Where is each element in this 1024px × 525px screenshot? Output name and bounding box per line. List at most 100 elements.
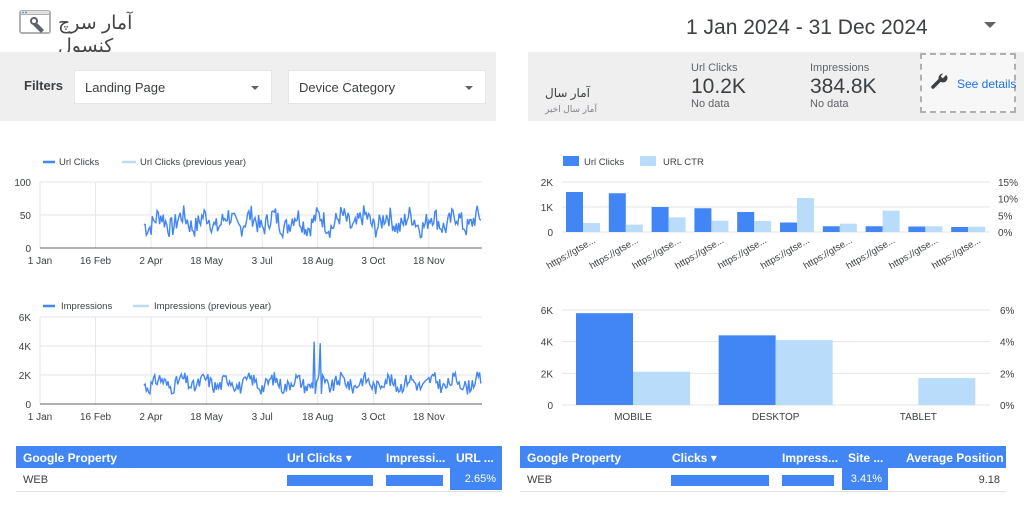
x-tick-label: 3 Oct — [361, 412, 385, 423]
impressions-metric-value: 384.8K — [810, 75, 877, 98]
chevron-down-icon[interactable] — [984, 22, 996, 28]
url-clicks-metric-value: 10.2K — [691, 75, 746, 98]
bar-url-clicks — [566, 192, 583, 232]
y-tick-label-right: 4% — [1000, 338, 1015, 349]
table-right-row: 3.41% 9.18 — [520, 468, 1006, 492]
scorecard-subtitle: آمار سال اخیر — [545, 104, 597, 114]
average-position-value: 9.18 — [978, 474, 1000, 486]
row-divider — [520, 491, 1006, 492]
bar-url-clicks — [780, 222, 797, 232]
col-impressions[interactable]: Impress... — [782, 451, 839, 465]
table-left-row-property: WEB — [23, 474, 49, 486]
impressions-series-line — [143, 341, 482, 396]
col-google-property[interactable]: Google Property — [23, 451, 118, 465]
date-range-picker[interactable]: 1 Jan 2024 - 31 Dec 2024 — [686, 16, 928, 39]
landing-page-bar-chart: Url Clicks URL CTR 2K 1K 0 15% 10% 5% 0% https… — [520, 148, 1024, 288]
impressions-metric-note: No data — [810, 98, 849, 110]
chevron-down-icon — [251, 86, 259, 90]
x-tick-label: 2 Apr — [139, 256, 163, 267]
x-tick-label: https://gtse... — [930, 235, 983, 272]
url-clicks-bar — [287, 475, 373, 486]
bar-url-clicks — [951, 227, 969, 232]
landing-page-filter-label: Landing Page — [85, 80, 166, 95]
x-tick-label: 18 Nov — [413, 256, 445, 267]
y-tick-label-right: 15% — [998, 178, 1018, 189]
bar-url-ctr — [668, 217, 686, 232]
row-divider — [16, 491, 502, 492]
bar-url-ctr — [754, 221, 772, 232]
legend-impressions: Impressions — [61, 301, 112, 312]
legend-swatch-url-ctr — [640, 156, 656, 166]
impressions-bar — [782, 475, 834, 486]
bar-url-clicks — [651, 207, 669, 232]
y-tick-label-right: 5% — [998, 211, 1013, 222]
url-clicks-line-chart: Url Clicks Url Clicks (previous year) 10… — [0, 148, 500, 273]
col-site-ctr[interactable]: Site ... — [848, 451, 884, 465]
url-ctr-value: 2.65% — [450, 468, 502, 490]
bar-url-clicks — [737, 212, 755, 232]
app-title: آمار سرچ کنسول — [58, 13, 133, 57]
impressions-line-chart: Impressions Impressions (previous year) … — [0, 293, 500, 423]
bar-url-ctr — [583, 223, 600, 232]
device-category-filter-label: Device Category — [299, 80, 396, 95]
y-tick-label-right: 10% — [998, 195, 1018, 206]
wrench-icon — [930, 72, 950, 97]
x-tick-label: 18 Nov — [413, 412, 445, 423]
col-clicks[interactable]: Clicks ▾ — [672, 451, 717, 465]
x-tick-label: 18 Aug — [302, 256, 333, 267]
see-details-label[interactable]: See details — [957, 77, 1017, 91]
bar-ctr — [775, 340, 833, 405]
url-clicks-metric-note: No data — [691, 98, 730, 110]
legend-swatch-url-clicks — [563, 156, 579, 166]
y-tick-label: 4K — [19, 342, 32, 353]
y-tick-label-left: 1K — [541, 203, 554, 214]
landing-page-filter[interactable]: Landing Page — [74, 70, 272, 104]
x-tick-label: 16 Feb — [80, 412, 112, 423]
bar-ctr — [918, 378, 976, 405]
bar-clicks — [718, 335, 776, 405]
legend-url-clicks: Url Clicks — [584, 157, 624, 168]
device-category-filter[interactable]: Device Category — [288, 70, 486, 104]
url-clicks-metric-label: Url Clicks — [691, 62, 738, 74]
table-right-row-property: WEB — [527, 474, 553, 486]
filters-label: Filters — [24, 78, 64, 93]
table-left-header: Google Property Url Clicks ▾ Impressi...… — [16, 446, 502, 468]
bar-url-ctr — [625, 224, 643, 232]
chevron-down-icon — [465, 86, 473, 90]
x-tick-label: 3 Jul — [252, 256, 273, 267]
bar-url-clicks — [908, 226, 926, 232]
bar-url-ctr — [839, 223, 857, 232]
legend-impressions-prev: Impressions (previous year) — [154, 301, 271, 312]
y-tick-label-left: 0 — [547, 401, 553, 412]
bar-clicks — [576, 313, 633, 405]
scorecard-title: آمار سال — [545, 86, 590, 100]
col-impressions[interactable]: Impressi... — [386, 451, 446, 465]
bar-url-ctr — [711, 220, 729, 232]
legend-url-clicks: Url Clicks — [59, 157, 99, 168]
impressions-metric-label: Impressions — [810, 62, 870, 74]
col-average-position[interactable]: Average Position — [906, 451, 1004, 465]
x-tick-label: 18 May — [190, 256, 223, 267]
legend-url-ctr: URL CTR — [663, 157, 704, 168]
y-tick-label-left: 4K — [541, 338, 554, 349]
x-tick-label: 16 Feb — [80, 256, 112, 267]
table-right-header: Google Property Clicks ▾ Impress... Site… — [520, 446, 1006, 468]
col-google-property[interactable]: Google Property — [527, 451, 622, 465]
x-tick-label: 18 Aug — [302, 412, 333, 423]
col-url-clicks[interactable]: Url Clicks ▾ — [287, 451, 352, 465]
y-tick-label: 6K — [19, 313, 32, 324]
site-ctr-value: 3.41% — [842, 468, 888, 490]
x-tick-label: 3 Jul — [252, 412, 273, 423]
y-tick-label: 0 — [25, 244, 31, 255]
bar-ctr — [633, 371, 690, 405]
y-tick-label-right: 6% — [1000, 306, 1015, 317]
bar-url-clicks — [694, 208, 712, 232]
x-tick-label: DESKTOP — [752, 412, 800, 423]
bar-url-ctr — [882, 210, 900, 232]
col-url-ctr[interactable]: URL ... — [456, 451, 494, 465]
y-tick-label: 100 — [14, 178, 31, 189]
impressions-bar — [386, 475, 443, 486]
y-tick-label: 2K — [19, 371, 32, 382]
clicks-bar — [671, 475, 769, 486]
y-tick-label-left: 2K — [541, 178, 554, 189]
